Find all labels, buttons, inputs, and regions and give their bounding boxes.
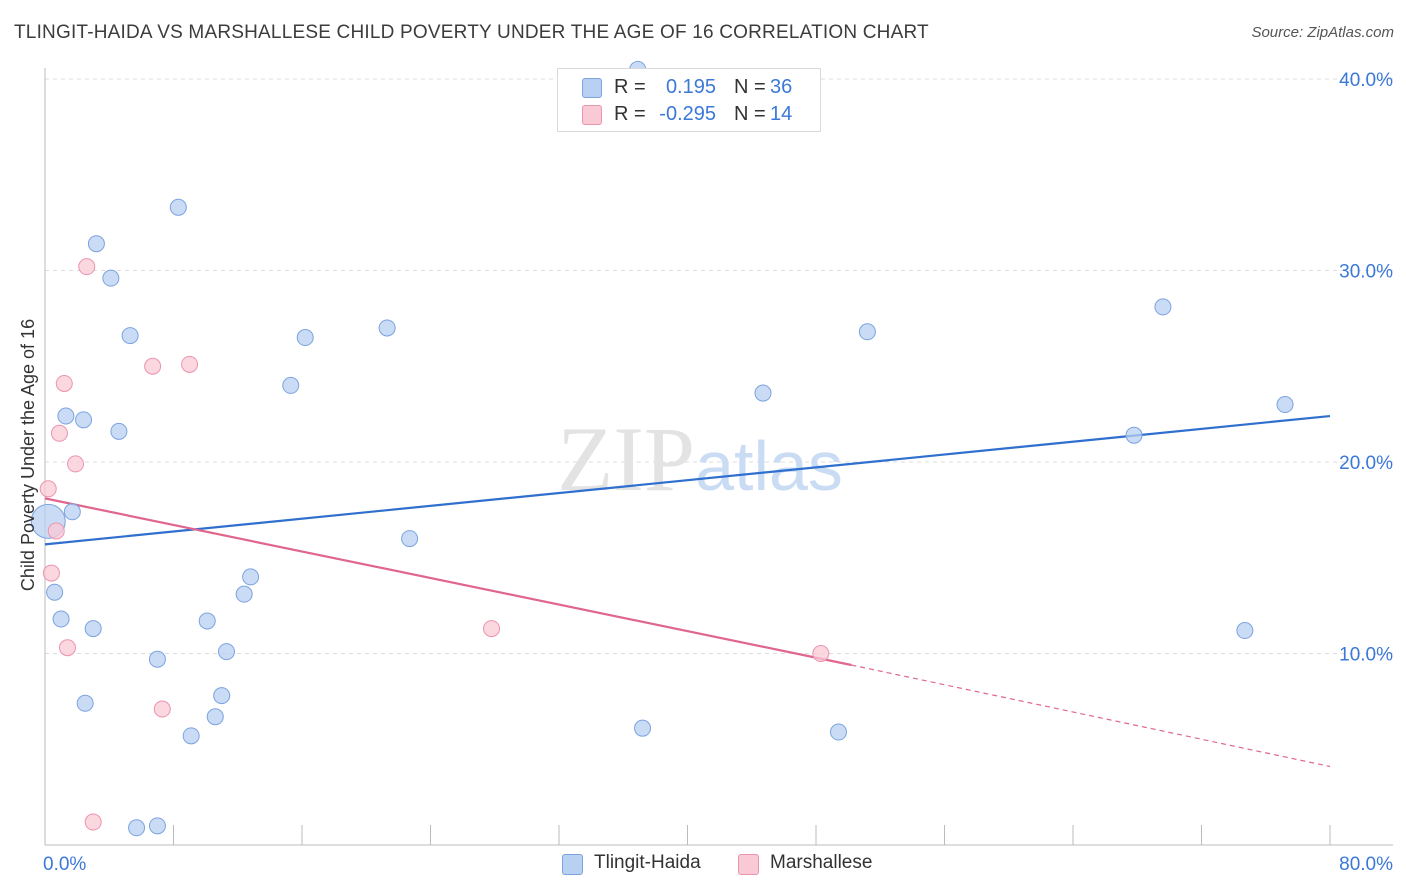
point-tlingit-haida	[213, 687, 231, 705]
source-label: Source: ZipAtlas.com	[1251, 24, 1394, 41]
point-tlingit-haida	[235, 585, 253, 603]
correlation-legend: R = 0.195 N = 36 R = -0.295 N = 14	[557, 68, 821, 132]
legend-label: Marshallese	[770, 852, 873, 873]
legend-row-marshallese: R = -0.295 N = 14	[558, 101, 820, 127]
point-tlingit-haida	[198, 612, 216, 630]
legend-swatch-pink	[582, 105, 602, 125]
legend-n-value: 36	[770, 76, 793, 98]
point-marshallese	[84, 813, 102, 831]
point-tlingit-haida	[282, 376, 300, 394]
point-tlingit-haida	[57, 407, 75, 425]
point-marshallese	[483, 620, 501, 638]
legend-swatch-pink	[738, 854, 759, 875]
point-tlingit-haida	[63, 503, 81, 521]
point-tlingit-haida	[102, 269, 120, 287]
point-tlingit-haida	[52, 610, 70, 628]
legend-label: Tlingit-Haida	[594, 852, 701, 873]
point-tlingit-haida	[46, 583, 64, 601]
point-marshallese	[181, 355, 199, 373]
y-tick-label: 20.0%	[1339, 453, 1393, 474]
watermark: ZIPatlas	[557, 408, 843, 510]
y-tick-label: 10.0%	[1339, 645, 1393, 666]
point-tlingit-haida	[110, 422, 128, 440]
legend-r-label: R =	[614, 76, 646, 98]
point-tlingit-haida	[148, 650, 166, 668]
point-tlingit-haida	[242, 568, 260, 586]
point-tlingit-haida	[218, 643, 236, 661]
legend-swatch-blue	[582, 78, 602, 98]
point-tlingit-haida	[634, 719, 652, 737]
point-tlingit-haida	[148, 817, 166, 835]
point-tlingit-haida	[858, 323, 876, 341]
gridlines	[45, 78, 1393, 654]
point-marshallese	[153, 700, 171, 718]
tick-labels: 10.0% 20.0% 30.0% 40.0% 0.0% 80.0%	[43, 70, 1393, 875]
point-marshallese	[55, 374, 73, 392]
point-marshallese	[50, 424, 68, 442]
point-marshallese	[42, 564, 60, 582]
point-tlingit-haida	[169, 198, 187, 216]
legend-n-value: 14	[770, 103, 793, 125]
point-marshallese	[812, 645, 830, 662]
point-tlingit-haida	[1236, 622, 1254, 640]
trendline-extension	[851, 664, 1331, 768]
point-marshallese	[144, 357, 162, 375]
legend-swatch-blue	[562, 854, 583, 875]
point-tlingit-haida	[84, 620, 102, 638]
point-marshallese	[47, 522, 65, 540]
point-marshallese	[78, 258, 96, 276]
point-tlingit-haida	[121, 327, 139, 345]
point-tlingit-haida	[829, 723, 847, 741]
point-tlingit-haida	[206, 708, 224, 726]
legend-n-label: N =	[734, 76, 766, 98]
data-points	[30, 60, 1294, 837]
point-marshallese	[58, 639, 76, 657]
point-marshallese	[67, 455, 85, 473]
legend-r-label: R =	[614, 103, 646, 125]
trendlines	[44, 414, 1331, 768]
point-tlingit-haida	[87, 235, 105, 253]
point-tlingit-haida	[128, 819, 146, 837]
legend-row-tlingit-haida: R = 0.195 N = 36	[558, 74, 820, 100]
axes	[44, 68, 1393, 846]
point-tlingit-haida	[296, 329, 314, 347]
point-tlingit-haida	[401, 530, 419, 548]
trendline-tlingit-haida	[44, 414, 1331, 546]
legend-r-value: -0.295	[659, 103, 716, 125]
y-tick-label: 30.0%	[1339, 262, 1393, 283]
point-marshallese	[39, 480, 57, 498]
point-tlingit-haida	[75, 411, 93, 429]
y-tick-label: 40.0%	[1339, 70, 1393, 91]
point-tlingit-haida	[754, 384, 772, 402]
chart-title: TLINGIT-HAIDA VS MARSHALLESE CHILD POVER…	[14, 22, 929, 43]
point-tlingit-haida	[378, 319, 396, 337]
point-tlingit-haida	[1276, 396, 1294, 414]
x-tick-label: 0.0%	[43, 854, 86, 875]
point-tlingit-haida	[182, 727, 200, 745]
point-tlingit-haida	[1125, 426, 1143, 444]
y-axis-label: Child Poverty Under the Age of 16	[18, 319, 38, 591]
point-tlingit-haida	[1154, 298, 1172, 316]
x-tick-label: 80.0%	[1339, 854, 1393, 875]
legend-r-value: 0.195	[665, 76, 716, 98]
legend-n-label: N =	[734, 103, 766, 125]
trendline-marshallese	[44, 497, 852, 667]
point-tlingit-haida	[76, 694, 94, 712]
